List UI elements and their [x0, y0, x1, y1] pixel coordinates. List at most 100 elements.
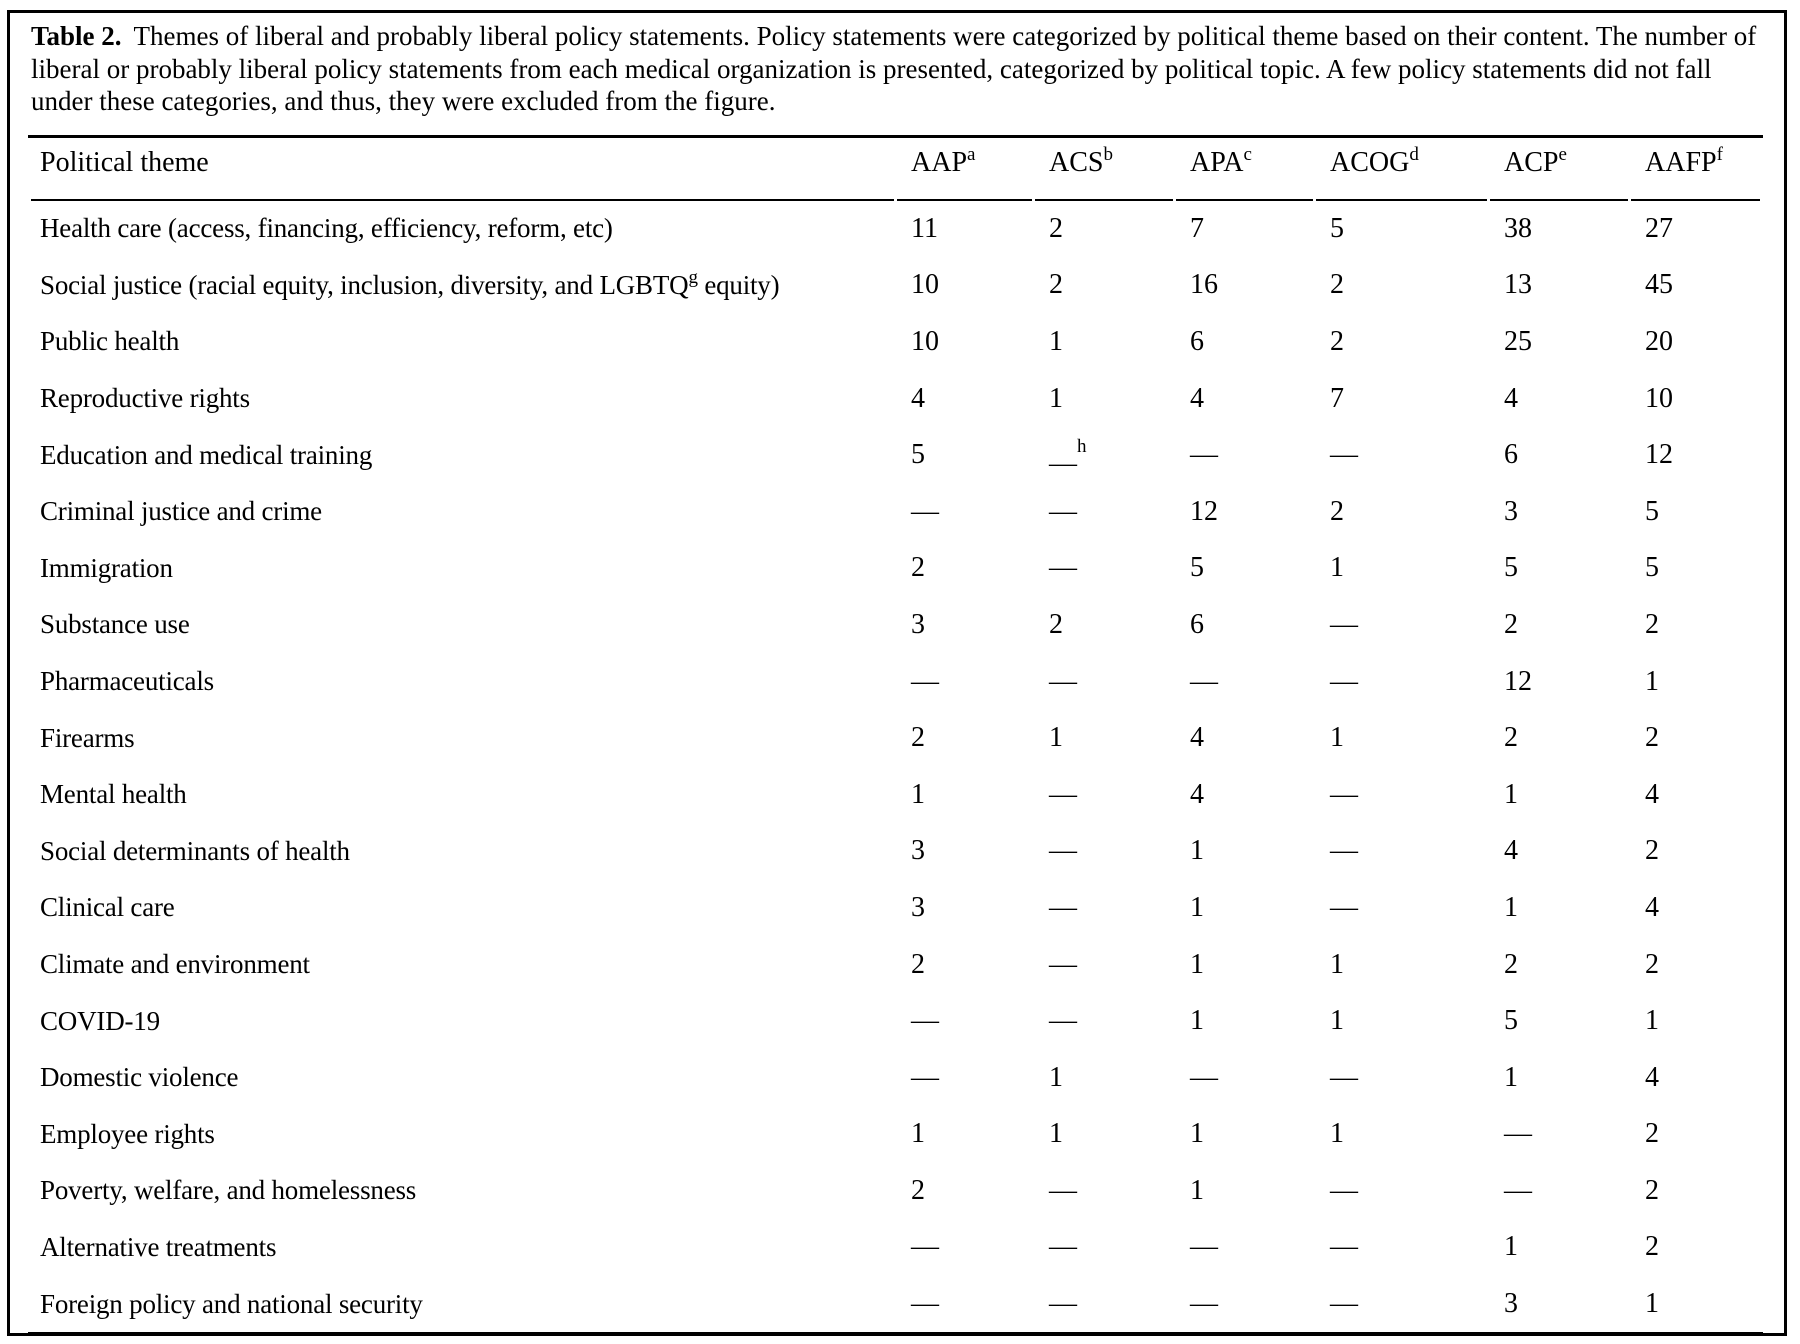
caption-text: Themes of liberal and probably liberal p…: [31, 21, 1757, 116]
theme-cell: Firearms: [40, 722, 135, 753]
value-cell: —: [1330, 1174, 1358, 1206]
footnote-marker: d: [1409, 144, 1419, 165]
value-cell: 1: [911, 778, 925, 810]
footnote-marker: c: [1243, 144, 1252, 165]
value-cell: —: [1330, 891, 1358, 923]
table-row: Climate and environment 2 — 1 1 2 2: [31, 936, 1760, 993]
value-cell: —: [1049, 891, 1077, 923]
value-cell: 10: [1645, 382, 1673, 414]
value-cell: 1: [1504, 778, 1518, 810]
value-cell: —: [1330, 608, 1358, 640]
theme-cell: Immigration: [40, 552, 173, 583]
value-cell: 10: [911, 269, 939, 301]
footnote-marker: e: [1558, 144, 1567, 165]
value-cell: 1: [1330, 722, 1344, 754]
theme-cell: Employee rights: [40, 1118, 215, 1149]
value-cell: —h: [1035, 427, 1173, 484]
table-row: Alternative treatments — — — — 1 2: [31, 1219, 1760, 1276]
table-row: Clinical care 3 — 1 — 1 4: [31, 880, 1760, 937]
value-cell: —: [1330, 1288, 1358, 1320]
value-cell: 4: [1190, 722, 1204, 754]
figure-frame: Table 2. Themes of liberal and probably l…: [7, 10, 1787, 1336]
col-header-organization: APAc: [1176, 138, 1313, 201]
value-cell: —: [1504, 1118, 1532, 1150]
value-cell: 2: [1330, 269, 1344, 301]
value-cell: 4: [1645, 1061, 1659, 1093]
value-cell: 1: [911, 1118, 925, 1150]
col-header-organization: ACSb: [1035, 138, 1173, 201]
table-header: Political theme AAPa ACSb APAc ACOGd ACPe AAFP…: [31, 138, 1760, 201]
value-cell: 6: [1190, 325, 1204, 357]
theme-cell: Education and medical training: [40, 439, 373, 470]
value-cell: —: [1049, 1005, 1077, 1037]
value-cell: 7: [1190, 212, 1204, 244]
table-row: Pharmaceuticals — — — — 12 1: [31, 653, 1760, 710]
value-cell: —: [911, 495, 939, 527]
theme-cell: Criminal justice and crime: [40, 496, 322, 527]
value-cell: 45: [1645, 269, 1673, 301]
value-cell: —: [911, 1288, 939, 1320]
value-cell: 1: [1049, 1118, 1063, 1150]
theme-cell: Social justice (racial equity, inclusion…: [40, 266, 780, 300]
table-caption: Table 2. Themes of liberal and probably l…: [10, 20, 1784, 118]
table-row: Social determinants of health 3 — 1 — 4 2: [31, 823, 1760, 880]
value-cell: 2: [1645, 1174, 1659, 1206]
value-cell: —: [1330, 835, 1358, 867]
value-cell: 16: [1190, 269, 1218, 301]
value-cell: 12: [1504, 665, 1532, 697]
value-cell: 2: [911, 722, 925, 754]
value-cell: 1: [1190, 891, 1204, 923]
value-cell: 4: [1504, 382, 1518, 414]
value-cell: —: [911, 1061, 939, 1093]
col-header-organization: ACOGd: [1316, 138, 1487, 201]
value-cell: 1: [1330, 948, 1344, 980]
value-cell: 1: [1190, 835, 1204, 867]
value-cell: 2: [1330, 495, 1344, 527]
value-cell: 5: [911, 439, 925, 471]
value-cell: 4: [1645, 891, 1659, 923]
theme-cell: Climate and environment: [40, 949, 310, 980]
value-cell: —: [1190, 439, 1218, 471]
value-cell: 1: [1190, 948, 1204, 980]
value-cell: 2: [1645, 1231, 1659, 1263]
value-cell: 4: [1190, 778, 1204, 810]
value-cell: —: [1330, 778, 1358, 810]
value-cell: 1: [1330, 1005, 1344, 1037]
value-cell: —: [1049, 552, 1077, 584]
value-cell: 7: [1330, 382, 1344, 414]
value-cell: 12: [1190, 495, 1218, 527]
value-cell: —: [1049, 835, 1077, 867]
value-cell: —: [1330, 665, 1358, 697]
value-cell: 1: [1645, 1288, 1659, 1320]
table-row: Immigration 2 — 5 1 5 5: [31, 540, 1760, 597]
value-cell: 12: [1645, 439, 1673, 471]
table-row: Domestic violence — 1 — — 1 4: [31, 1049, 1760, 1106]
value-cell: 38: [1504, 212, 1532, 244]
value-cell: 5: [1504, 552, 1518, 584]
value-cell: 3: [1504, 1288, 1518, 1320]
value-cell: 4: [1645, 778, 1659, 810]
value-cell: 5: [1504, 1005, 1518, 1037]
value-cell: —: [1504, 1174, 1532, 1206]
value-cell: 4: [1190, 382, 1204, 414]
value-cell: —: [1330, 1061, 1358, 1093]
col-header-organization: AAFPf: [1631, 138, 1760, 201]
theme-cell: COVID-19: [40, 1005, 160, 1036]
table-row: Poverty, welfare, and homelessness 2 — 1 — — 2: [31, 1163, 1760, 1220]
value-cell: —: [1049, 1174, 1077, 1206]
col-header-political-theme: Political theme: [31, 138, 894, 201]
value-cell: 1: [1049, 382, 1063, 414]
value-cell: —: [911, 665, 939, 697]
value-cell: 2: [1049, 269, 1063, 301]
table-row: Education and medical training 5 —h — —6 12: [31, 427, 1760, 484]
value-cell: 1: [1504, 1061, 1518, 1093]
table-row: Employee rights 1 1 1 1 — 2: [31, 1106, 1760, 1163]
value-cell: 1: [1645, 665, 1659, 697]
value-cell: —: [1049, 1288, 1077, 1320]
theme-cell: Domestic violence: [40, 1062, 239, 1093]
footnote-marker: h: [1077, 436, 1087, 458]
value-cell: 3: [911, 891, 925, 923]
value-cell: —: [1049, 778, 1077, 810]
value-cell: 5: [1645, 552, 1659, 584]
footnote-marker: g: [688, 266, 698, 288]
